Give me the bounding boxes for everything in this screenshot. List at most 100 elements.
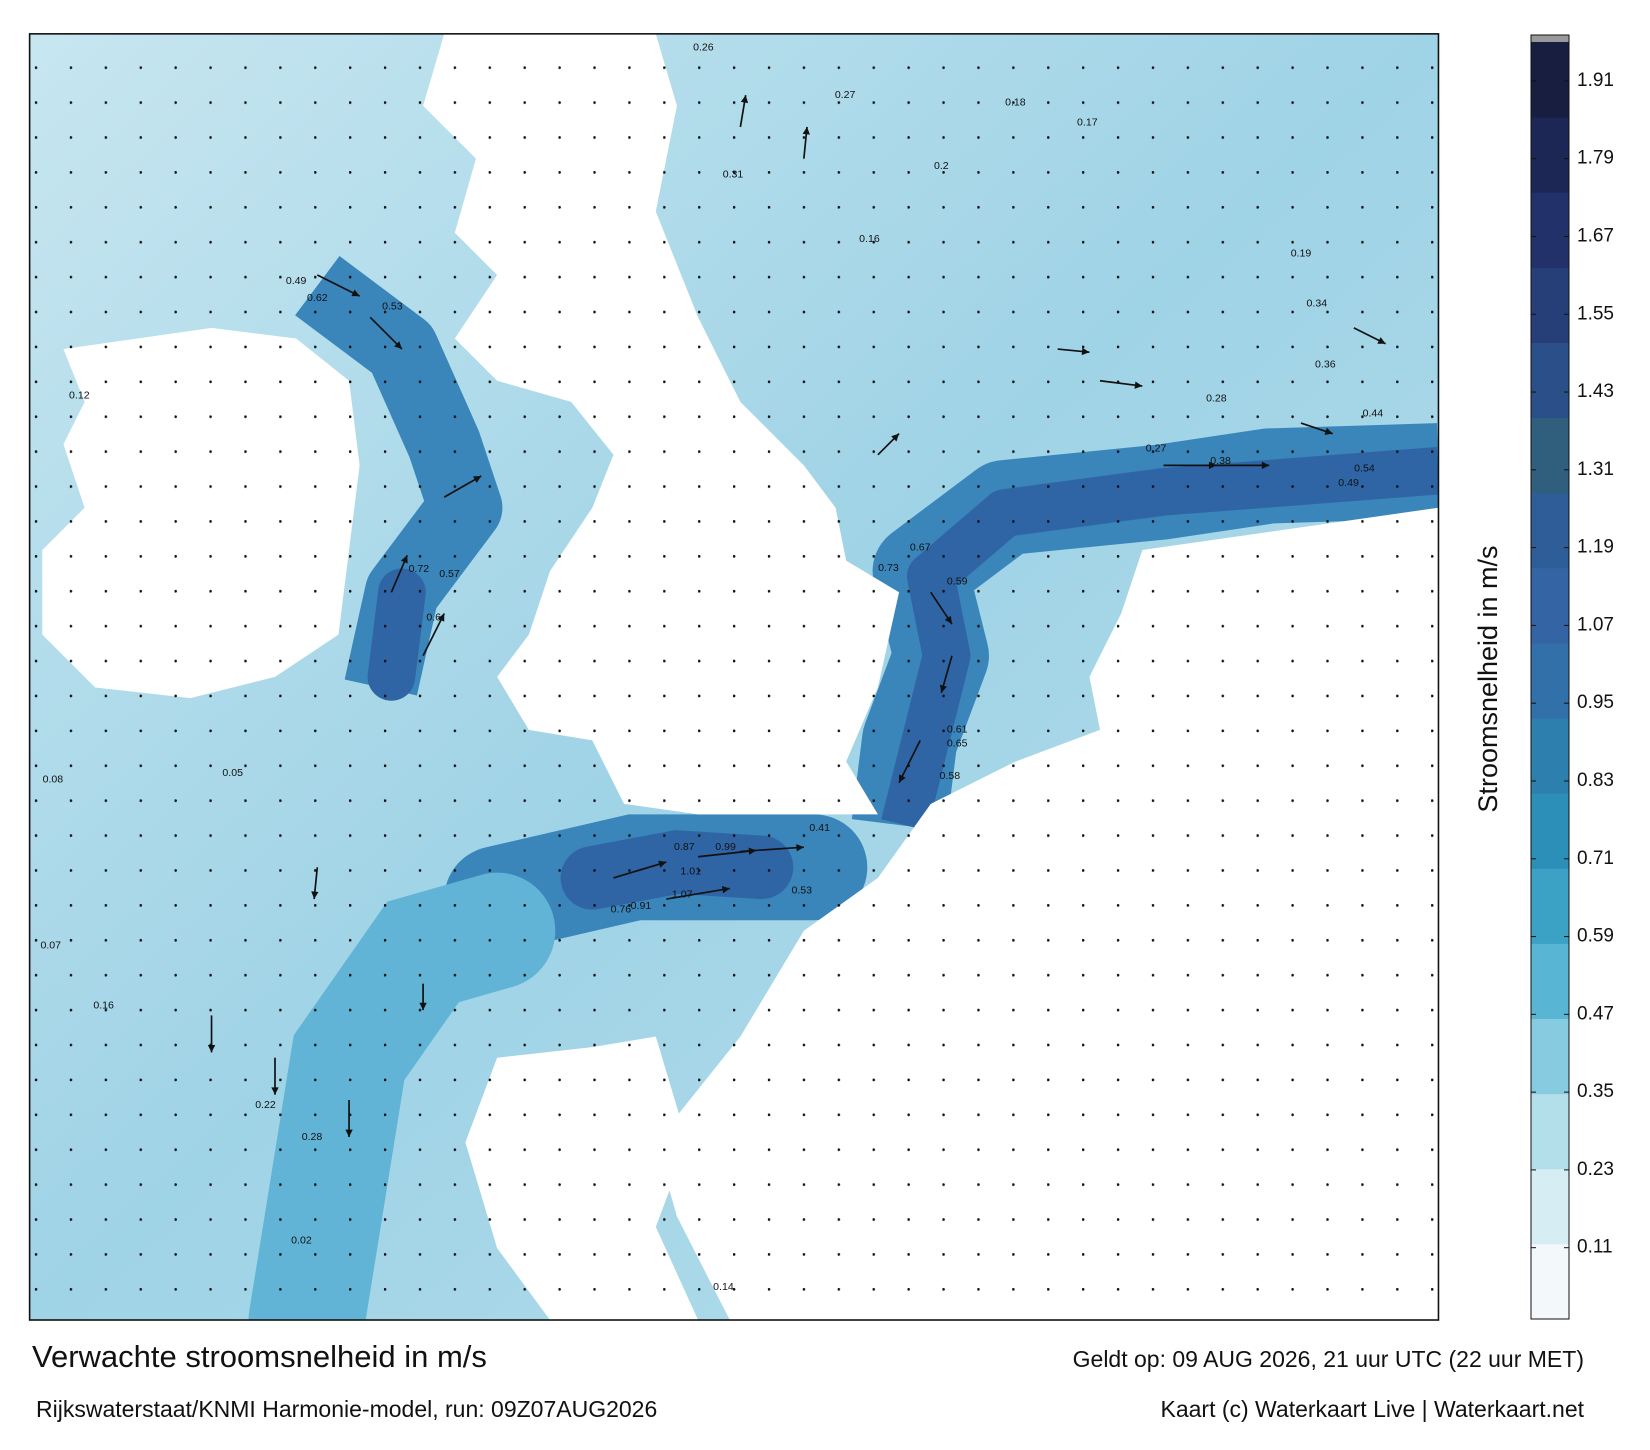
colorbar-band <box>1531 943 1569 1020</box>
speed-label: 0.53 <box>382 301 403 313</box>
speed-label: 0.73 <box>878 562 899 574</box>
flow-arrow-head <box>400 555 408 564</box>
speed-label: 0.49 <box>286 275 307 287</box>
grid-dots <box>29 33 1439 1321</box>
colorbar-tick-label: 0.35 <box>1577 1081 1614 1102</box>
speed-label: 0.26 <box>693 41 714 53</box>
flow-arrow <box>666 887 730 900</box>
speed-label: 0.17 <box>1077 116 1098 128</box>
colorbar-tick-label: 0.47 <box>1577 1003 1614 1024</box>
speed-label: 0.28 <box>302 1131 323 1143</box>
speed-label: 1.01 <box>680 865 701 877</box>
flow-arrow-head <box>1081 347 1090 356</box>
credit: Kaart (c) Waterkaart Live | Waterkaart.n… <box>1160 1396 1584 1422</box>
flow-arrow-head <box>1377 337 1386 344</box>
speed-label: 0.12 <box>69 389 90 401</box>
speed-label: 0.14 <box>713 1281 734 1293</box>
colorbar-tick-label: 1.67 <box>1577 225 1614 246</box>
speed-label: 0.36 <box>1315 359 1336 371</box>
colorbar-tick-label: 0.11 <box>1577 1237 1613 1258</box>
colorbar-band <box>1531 1093 1569 1170</box>
colorbar-band <box>1531 267 1569 343</box>
speed-label: 0.27 <box>835 89 856 101</box>
flow-arrow-head <box>311 891 319 900</box>
speed-label: 0.59 <box>947 576 968 588</box>
speed-label: 0.62 <box>307 292 328 304</box>
speed-label: 0.18 <box>1005 96 1026 108</box>
map-body: 0.991.071.010.870.910.760.60.72 0.570.620… <box>29 33 1439 1321</box>
flow-arrow-head <box>419 1002 427 1011</box>
speed-label: 0.44 <box>1363 407 1384 419</box>
flow-arrow-head <box>740 95 749 104</box>
colorbar-band <box>1531 567 1569 644</box>
speed-label: 0.53 <box>791 884 812 896</box>
speed-label: 0.6 <box>426 611 441 623</box>
colorbar-band <box>1531 1243 1569 1320</box>
flow-arrow-head <box>394 341 402 350</box>
colorbar-tick-label: 1.07 <box>1577 614 1614 635</box>
speed-label: 0.49 <box>1338 477 1359 489</box>
speed-label: 0.28 <box>1206 393 1227 405</box>
speed-label: 0.67 <box>910 542 931 554</box>
flow-arrow <box>898 740 921 784</box>
arrows <box>207 95 1386 1138</box>
speed-label: 0.16 <box>93 1000 114 1012</box>
title: Verwachte stroomsnelheid in m/s <box>32 1339 487 1374</box>
flow-arrow-head <box>207 1045 216 1053</box>
colorbar-tick-label: 1.79 <box>1577 148 1614 169</box>
colorbar-band <box>1531 192 1569 268</box>
colorbar-tick-label: 1.91 <box>1577 70 1614 91</box>
colorbar-band <box>1531 793 1569 869</box>
speed-label: 0.31 <box>723 168 744 180</box>
flow-arrow-head <box>796 844 804 852</box>
speed-label: 0.54 <box>1354 462 1375 474</box>
flow-arrow-head <box>1208 461 1217 470</box>
speed-label: 0.34 <box>1307 297 1328 309</box>
flow-arrow-head <box>899 774 906 783</box>
colorbar-tick-label: 1.43 <box>1577 381 1614 402</box>
colorbar-tick-label: 0.59 <box>1577 926 1614 947</box>
flow-arrow-head <box>472 475 482 483</box>
speed-label: 0.91 <box>631 900 652 912</box>
colorbar-tick-label: 1.55 <box>1577 303 1614 324</box>
speed-label: 1.07 <box>672 889 693 901</box>
colorbar-tick-label: 1.19 <box>1577 537 1614 558</box>
speed-label: 0.87 <box>674 841 695 853</box>
colorbar-band <box>1531 718 1569 794</box>
speed-label: 0.19 <box>1291 248 1312 260</box>
colorbar-tick-label: 1.31 <box>1577 459 1614 480</box>
colorbar-tick-label: 0.23 <box>1577 1159 1614 1180</box>
valid-time: Geldt op: 09 AUG 2026, 21 uur UTC (22 uu… <box>1073 1346 1584 1372</box>
colorbar-frame <box>1530 34 1570 1320</box>
colorbar-band <box>1531 117 1569 193</box>
speed-label: 0.72 <box>409 563 430 575</box>
map: 0.991.071.010.870.910.760.60.72 0.570.620… <box>28 33 1440 1321</box>
speed-label: 0.02 <box>291 1234 312 1246</box>
colorbar-band <box>1531 342 1569 419</box>
flow-arrow-head <box>345 1129 353 1138</box>
flow-arrow <box>613 861 667 879</box>
colorbar: 0.11 0.23 0.35 0.47 0.59 0.71 0.83 0.95 1.07 1.19… <box>1530 34 1614 1320</box>
colorbar-band <box>1531 42 1569 118</box>
flow-arrow-head <box>944 615 952 625</box>
flow-arrow-head <box>271 1087 279 1095</box>
speed-label: 0.07 <box>40 939 61 951</box>
speed-label: 0.16 <box>859 233 880 245</box>
speed-label: 0.58 <box>940 770 961 782</box>
colorbar-band <box>1531 1018 1569 1095</box>
flow-arrow-head <box>1134 381 1143 389</box>
flow-arrow <box>316 274 360 297</box>
colorbar-cap <box>1531 35 1569 42</box>
speed-label: 0.27 <box>1146 442 1167 454</box>
speed-label: 0.99 <box>715 841 736 853</box>
speed-label: 0.61 <box>947 724 968 736</box>
speed-label: 0.05 <box>222 767 243 779</box>
flow-arrow-head <box>939 684 947 693</box>
map-frame <box>28 33 1440 1321</box>
flow-arrow-head <box>437 613 445 622</box>
colorbar-tick-label: 0.71 <box>1577 848 1614 869</box>
speed-label: 0.22 <box>255 1099 276 1111</box>
colorbar-band <box>1531 642 1569 719</box>
colorbar-band <box>1531 1168 1569 1245</box>
